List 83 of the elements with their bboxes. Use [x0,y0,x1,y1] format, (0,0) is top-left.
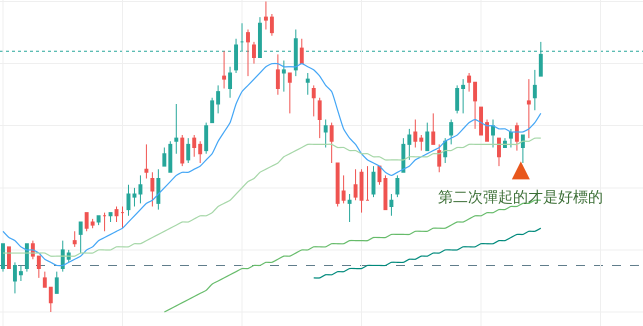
candlestick [372,166,376,198]
candlestick [120,206,124,229]
candlestick [419,134,424,152]
candlestick [198,140,202,164]
candlestick [479,106,484,136]
candlestick [186,138,190,164]
candlestick [24,243,29,272]
candlestick [336,162,340,207]
candlestick [54,271,59,294]
candlestick [407,128,412,160]
candlestick [461,78,466,114]
candlestick [318,97,322,139]
candlestick [264,1,268,30]
candlestick [306,72,310,96]
candlestick [7,246,11,270]
candlestick [252,41,256,64]
candlestick [78,221,83,254]
candlestick [156,168,160,210]
candlestick [425,122,430,152]
candlestick [90,218,95,229]
candlestick [1,243,5,272]
candlestick [532,69,537,111]
candlestick [192,134,196,158]
candlestick [354,168,358,201]
candlestick [126,184,130,216]
candlestick [455,84,460,114]
candlestick [300,38,304,64]
candlestick [246,29,250,77]
candlestick [144,144,148,180]
candlestick [473,82,478,130]
candlestick [12,262,17,294]
candlestick [282,60,286,92]
candlestick [150,172,154,207]
candlestick [270,13,274,36]
candlestick [431,112,436,145]
candlestick [222,50,226,89]
candlestick [526,78,531,139]
candlestick [174,104,178,154]
candlestick [395,174,400,198]
candlestick [497,138,501,167]
candlestick [294,29,298,77]
candlestick [276,54,280,96]
candlestick [36,256,41,278]
candlestick [520,134,525,164]
candlestick [108,212,113,222]
candlestick [378,166,382,186]
candlestick [114,206,118,222]
candlestick [324,119,328,148]
candlestick [383,174,388,210]
candlestick [72,230,77,248]
candlestick [514,122,519,152]
candlestick [366,166,370,201]
candlestick [168,140,172,173]
candlestick [449,119,454,145]
candlestick [258,16,262,58]
candlestick [389,194,394,216]
candlestick [312,84,316,117]
candlestick [96,215,101,226]
candlestick [348,194,352,222]
candlestick [228,66,232,98]
candlestick [413,119,418,148]
candlestick [401,138,406,173]
candlestick [491,119,495,148]
candlestick [330,122,334,164]
candlestick [204,122,208,154]
candlestick [42,271,47,288]
candlestick [84,212,89,232]
candlestick [48,286,53,313]
candlestick [132,187,136,207]
candlestick [288,72,292,114]
candlestick [102,212,107,232]
candlestick [234,38,238,74]
candlestick [485,119,489,142]
candlestick [467,72,472,92]
candlestick [138,174,142,204]
candlestick [360,168,364,214]
candlestick [342,174,346,204]
candlestick [216,84,220,114]
candlestick [180,134,184,167]
candlestick [162,146,166,167]
candlestick [210,97,214,124]
candlestick [508,128,513,148]
candlestick [18,264,23,282]
